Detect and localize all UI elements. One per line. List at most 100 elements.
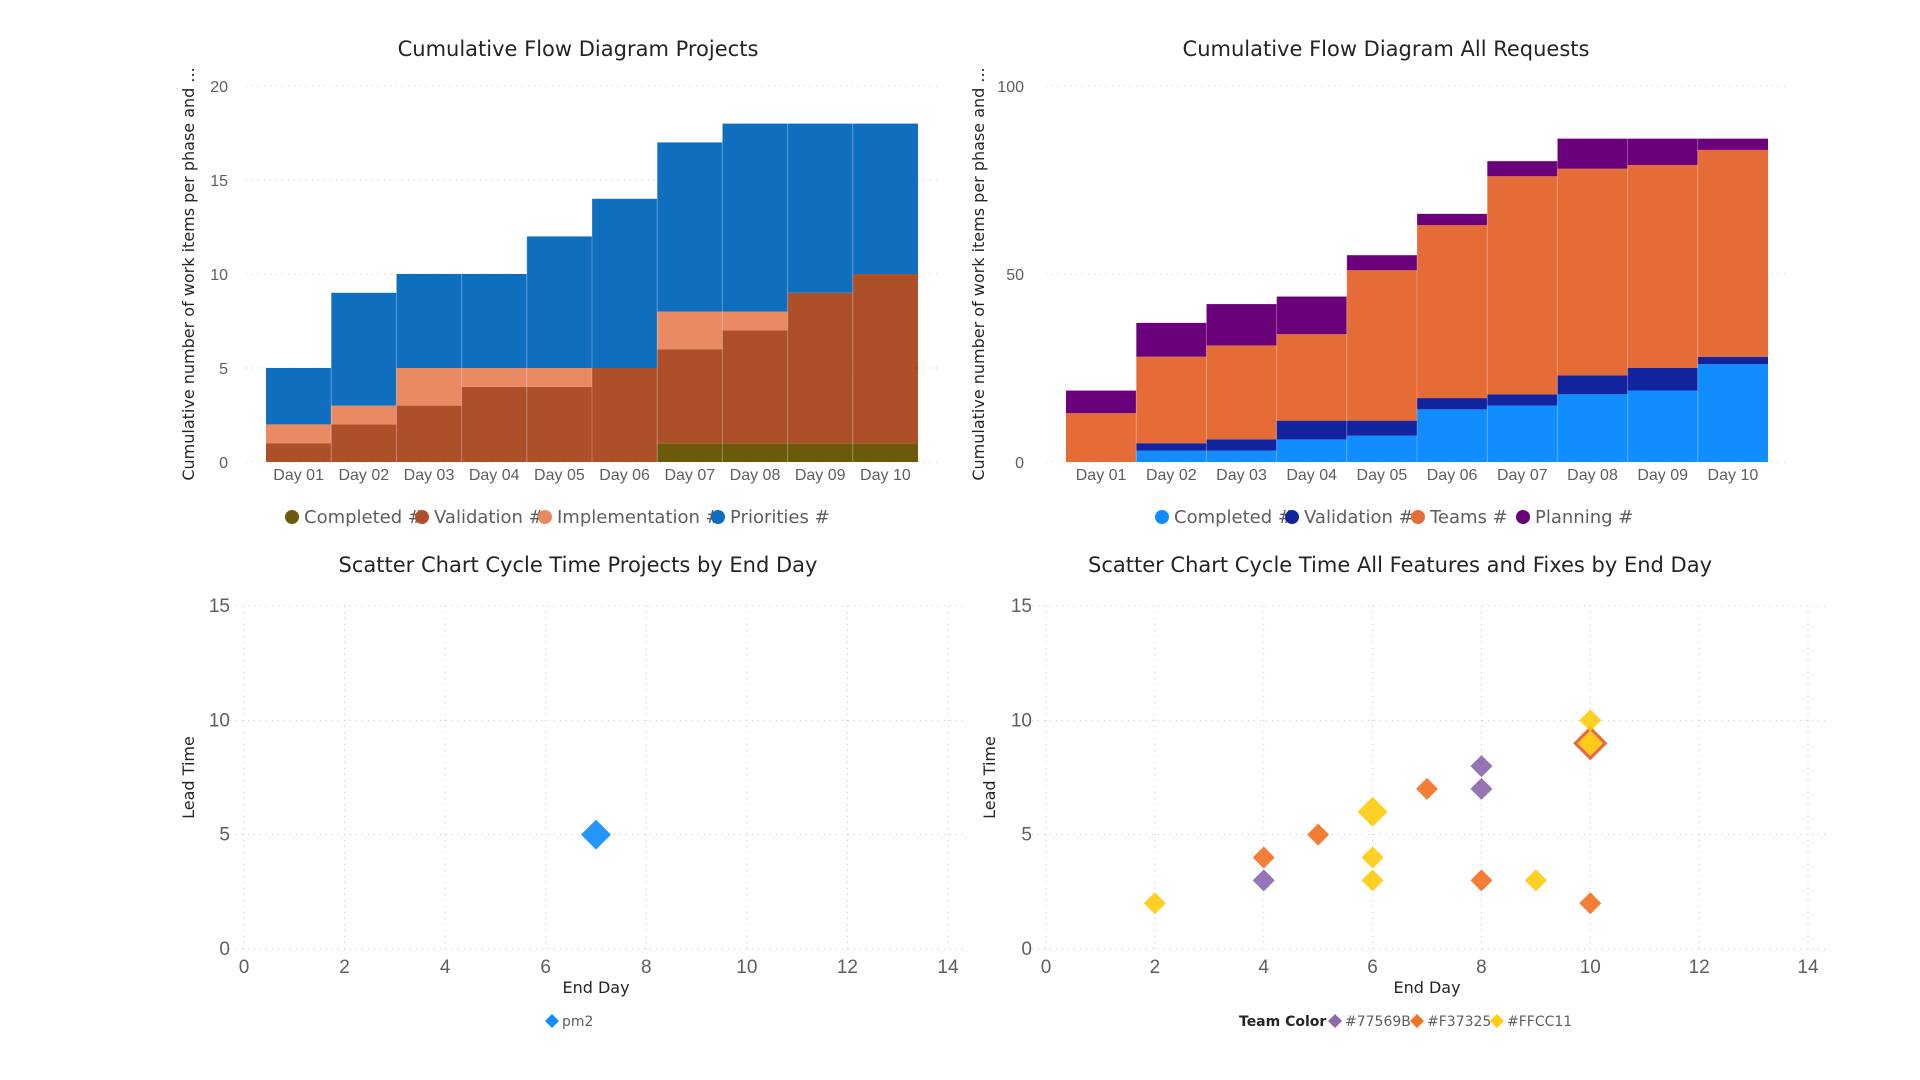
area-segment (852, 123, 918, 274)
y-tick-label: 15 (1011, 596, 1032, 617)
area-segment (266, 443, 332, 462)
scatter-point[interactable] (581, 819, 611, 850)
area-segment (1346, 255, 1417, 271)
scatter-point[interactable] (1361, 846, 1384, 869)
x-tick-label: 2 (1150, 957, 1161, 978)
area-segment (396, 368, 462, 406)
legend-marker-icon (1155, 510, 1169, 524)
scatter-point[interactable] (1252, 846, 1275, 869)
x-tick-label: 10 (1580, 957, 1601, 978)
area-segment (1697, 138, 1768, 150)
chart-title: Scatter Chart Cycle Time Projects by End… (339, 553, 818, 577)
area-segment (266, 368, 332, 425)
legend-marker-icon (545, 1014, 559, 1028)
legend-item-label: #F37325 (1427, 1014, 1491, 1030)
scatter-point[interactable] (1470, 777, 1493, 800)
area-segment (657, 349, 723, 444)
area-segment (1346, 435, 1417, 462)
legend-marker-icon (538, 510, 552, 524)
area-segment (1136, 443, 1207, 451)
legend-marker-icon (1490, 1014, 1504, 1028)
x-tick-label: 2 (339, 957, 350, 978)
area-segment (1136, 356, 1207, 444)
area-segment (1557, 394, 1628, 462)
legend-item-label: Priorities # (730, 507, 830, 528)
x-tick-label: 6 (540, 957, 551, 978)
area-segment (722, 311, 788, 331)
x-category-label: Day 07 (1497, 467, 1548, 484)
chart-title: Cumulative Flow Diagram Projects (398, 37, 759, 61)
y-axis-title: Cumulative number of work items per phas… (969, 67, 988, 480)
area-segment (592, 198, 658, 368)
chart-panel-1: Cumulative Flow Diagram Projects 0 5 10 15 20… (179, 37, 938, 528)
x-axis-title: End Day (562, 978, 629, 997)
y-tick-label: 0 (1015, 455, 1024, 472)
legend-marker-icon (1516, 510, 1530, 524)
legend-marker-icon (1410, 1014, 1424, 1028)
area-segment (1276, 420, 1347, 440)
x-category-label: Day 07 (664, 467, 715, 484)
scatter-point[interactable] (1579, 709, 1602, 732)
chart-panel-3: Scatter Chart Cycle Time Projects by End… (179, 553, 968, 1030)
y-axis-title: Cumulative number of work items per phas… (179, 67, 198, 480)
x-category-label: Day 06 (1427, 467, 1478, 484)
area-segment (1417, 225, 1488, 399)
y-tick-label: 15 (209, 596, 230, 617)
x-tick-label: 10 (736, 957, 757, 978)
legend-item-label: Validation # (434, 507, 544, 528)
area-segment (787, 123, 853, 293)
x-category-label: Day 02 (338, 467, 389, 484)
area-segment (1627, 164, 1698, 368)
area-segment (1627, 138, 1698, 165)
area-segment (1276, 296, 1347, 335)
scatter-point[interactable] (1579, 892, 1602, 915)
x-tick-label: 12 (1689, 957, 1710, 978)
area-segment (331, 292, 397, 406)
y-tick-label: 5 (219, 825, 230, 846)
area-segment (1557, 375, 1628, 395)
scatter-point[interactable] (1470, 869, 1493, 892)
scatter-point[interactable] (1143, 892, 1166, 915)
area-segment (657, 142, 723, 312)
area-segment (1557, 168, 1628, 376)
area-segment (852, 274, 918, 444)
area-segment (1627, 390, 1698, 462)
scatter-point[interactable] (1470, 755, 1493, 778)
scatter-point[interactable] (1252, 869, 1275, 892)
area-segment (1276, 334, 1347, 421)
legend-item-label: #77569B (1345, 1014, 1411, 1030)
chart-title: Cumulative Flow Diagram All Requests (1183, 37, 1590, 61)
x-tick-label: 0 (239, 957, 250, 978)
legend-marker-icon (1285, 510, 1299, 524)
scatter-point[interactable] (1524, 869, 1547, 892)
area-segment (722, 443, 788, 462)
area-segment (1627, 368, 1698, 391)
area-segment (657, 311, 723, 350)
y-axis-title: Lead Time (980, 736, 999, 819)
area-segment (787, 443, 853, 462)
y-tick-label: 0 (219, 455, 228, 472)
area-segment (461, 386, 527, 462)
scatter-point[interactable] (1357, 796, 1388, 827)
legend-item-label: Implementation # (557, 507, 721, 528)
scatter-point[interactable] (1307, 823, 1330, 846)
x-category-label: Day 08 (730, 467, 781, 484)
x-category-label: Day 06 (599, 467, 650, 484)
legend-item-label: Completed # (304, 507, 423, 528)
area-segment (1697, 356, 1768, 365)
area-segment (1206, 304, 1277, 346)
legend-marker-icon (285, 510, 299, 524)
area-segment (1066, 413, 1137, 462)
area-segment (1136, 322, 1207, 357)
scatter-point[interactable] (1361, 869, 1384, 892)
y-tick-label: 5 (219, 361, 228, 378)
area-segment (461, 274, 527, 368)
area-segment (1206, 345, 1277, 440)
scatter-point[interactable] (1579, 732, 1602, 755)
scatter-point[interactable] (1416, 777, 1438, 800)
x-category-label: Day 04 (1286, 467, 1337, 484)
legend-marker-icon (1411, 510, 1425, 524)
x-tick-label: 8 (641, 957, 652, 978)
y-tick-label: 0 (1021, 939, 1032, 960)
